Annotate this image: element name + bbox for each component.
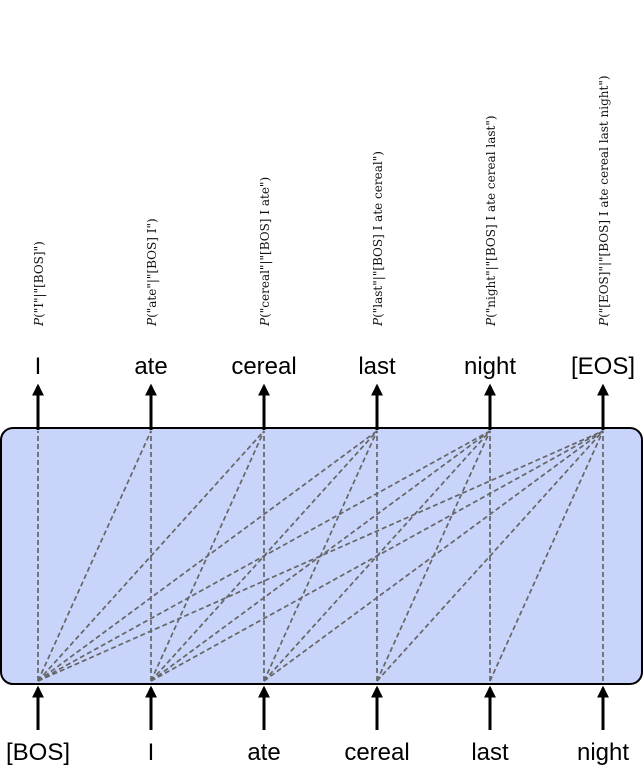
attention-connection xyxy=(150,430,604,682)
output-token: I xyxy=(35,353,42,380)
attention-connection xyxy=(37,430,604,682)
output-token: last xyxy=(358,353,396,380)
probability-label: P("ate"|"[BOS] I") xyxy=(145,218,159,327)
attention-connections xyxy=(37,430,604,682)
probability-label: P("I"|"[BOS]") xyxy=(32,241,46,327)
probability-labels: P("I"|"[BOS]") P("ate"|"[BOS] I") P("cer… xyxy=(32,75,611,327)
input-token: I xyxy=(148,739,155,766)
attention-connection xyxy=(37,430,491,682)
attention-connection xyxy=(37,430,152,682)
probability-label: P("cereal"|"[BOS] I ate") xyxy=(258,177,272,327)
output-tokens: I ate cereal last night [EOS] xyxy=(35,353,635,380)
input-token: night xyxy=(577,739,629,766)
token-arrows xyxy=(32,383,609,730)
input-token: ate xyxy=(247,739,280,766)
output-token: cereal xyxy=(231,353,296,380)
input-token: cereal xyxy=(344,739,409,766)
attention-connection xyxy=(37,430,378,682)
input-token: [BOS] xyxy=(6,739,70,766)
output-token: [EOS] xyxy=(571,353,635,380)
input-token: last xyxy=(471,739,509,766)
probability-label: P("[EOS]"|"[BOS] I ate cereal last night… xyxy=(597,75,611,327)
attention-connection xyxy=(263,430,604,682)
attention-connection xyxy=(489,430,604,682)
attention-connection xyxy=(37,430,265,682)
probability-label: P("night"|"[BOS] I ate cereal last") xyxy=(484,115,498,327)
attention-connection xyxy=(376,430,604,682)
output-token: ate xyxy=(134,353,167,380)
probability-label: P("last"|"[BOS] I ate cereal") xyxy=(371,151,385,327)
input-tokens: [BOS] I ate cereal last night xyxy=(6,739,629,766)
output-token: night xyxy=(464,353,516,380)
